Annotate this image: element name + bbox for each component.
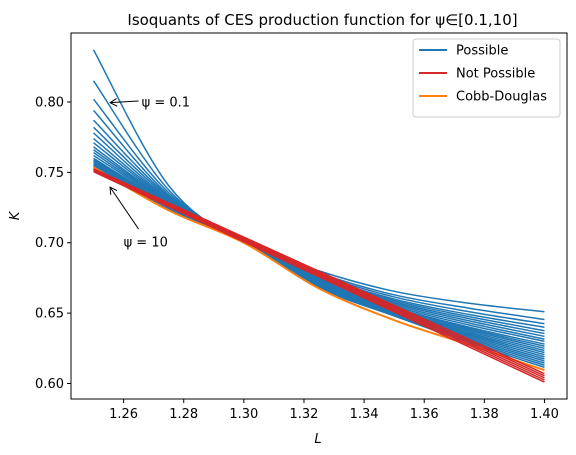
legend-label: Cobb-Douglas — [456, 90, 547, 105]
series-layer — [92, 49, 545, 383]
series-line-not-possible-26 — [93, 170, 545, 383]
series-line-not-possible-22 — [93, 168, 545, 375]
annotation-arrow — [110, 101, 139, 103]
annotation-label: ψ = 0.1 — [142, 95, 190, 110]
legend-box — [412, 38, 561, 118]
x-tick-label: 1.30 — [229, 407, 258, 422]
series-line-not-possible-25 — [93, 170, 545, 381]
axes-frame — [70, 32, 568, 400]
y-axis-label: K — [8, 210, 23, 220]
annotations: ψ = 0.1 ψ = 10 — [110, 95, 190, 251]
y-axis: 0.60 0.65 0.70 0.75 0.80 — [35, 95, 71, 392]
x-axis: 1.26 1.28 1.30 1.32 1.34 1.36 1.38 1.40 — [109, 399, 559, 422]
x-tick-label: 1.32 — [289, 407, 318, 422]
annotation-label: ψ = 10 — [124, 236, 168, 251]
annotation-arrow — [110, 187, 140, 230]
x-tick-label: 1.40 — [530, 407, 559, 422]
legend-label: Not Possible — [456, 67, 535, 82]
x-tick-label: 1.26 — [109, 407, 138, 422]
y-tick-label: 0.65 — [35, 307, 64, 322]
y-tick-label: 0.80 — [35, 95, 64, 110]
y-tick-label: 0.75 — [35, 166, 64, 181]
y-tick-label: 0.60 — [35, 377, 64, 392]
chart-title: Isoquants of CES production function for… — [127, 11, 517, 29]
plot-area — [92, 49, 545, 383]
x-tick-label: 1.36 — [410, 407, 439, 422]
x-tick-label: 1.34 — [350, 407, 379, 422]
series-line-not-possible-24 — [93, 169, 545, 379]
x-axis-label: L — [314, 432, 321, 447]
series-line-not-possible-23 — [93, 168, 545, 377]
x-tick-label: 1.28 — [169, 407, 198, 422]
legend-label: Possible — [456, 44, 508, 59]
x-tick-label: 1.38 — [470, 407, 499, 422]
y-tick-label: 0.70 — [35, 236, 64, 251]
legend: Possible Not Possible Cobb-Douglas — [412, 38, 561, 118]
